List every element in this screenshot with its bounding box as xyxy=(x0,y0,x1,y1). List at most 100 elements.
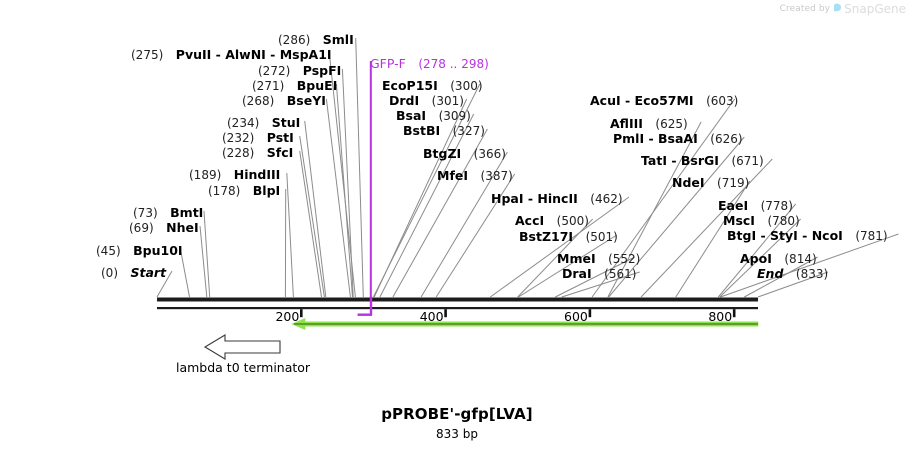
site-enzyme-names: BtgZI xyxy=(423,146,461,161)
site-enzyme-names: MfeI xyxy=(437,168,468,183)
enzyme-name: BlpI xyxy=(252,183,281,198)
restriction-site-label: BsaI (309) xyxy=(396,108,471,123)
enzyme-name: HpaI xyxy=(491,191,524,206)
restriction-site-label: (268) BseYI xyxy=(242,94,326,108)
restriction-site-label: AflIII (625) xyxy=(610,117,688,131)
name-separator: - xyxy=(644,131,659,146)
site-position: (500) xyxy=(556,214,589,228)
restriction-site-label: TatI - BsrGI (671) xyxy=(641,153,764,168)
site-enzyme-names: BtgI - StyI - NcoI xyxy=(727,228,843,243)
site-enzyme-names: MscI xyxy=(723,213,755,228)
name-separator: - xyxy=(797,228,812,243)
axis-tick-label: 400 xyxy=(419,309,444,324)
restriction-site-label: PmlI - BsaAI (626) xyxy=(613,131,743,146)
gfp-f-primer-riser xyxy=(369,296,373,315)
site-position: (0) xyxy=(101,266,118,280)
restriction-site-label: (271) BpuEI xyxy=(252,78,338,93)
axis-tick xyxy=(588,309,592,318)
site-position: (366) xyxy=(473,147,506,161)
title-block: pPROBE'-gfp[LVA] 833 bp xyxy=(0,405,914,441)
restriction-site-label: (69) NheI xyxy=(129,221,199,235)
enzyme-name: EcoP15I xyxy=(382,78,438,93)
site-position: (234) xyxy=(227,116,260,130)
leader-line xyxy=(341,68,354,298)
enzyme-name: DraI xyxy=(562,266,592,281)
enzyme-name: Eco57MI xyxy=(634,93,694,108)
restriction-site-label: BtgZI (366) xyxy=(423,146,506,161)
enzyme-name: NcoI xyxy=(811,228,843,243)
site-position: (814) xyxy=(784,252,817,266)
enzyme-name: SmlI xyxy=(322,32,354,47)
site-enzyme-names: PstI xyxy=(267,130,294,145)
leader-line xyxy=(203,210,211,298)
enzyme-name: DrdI xyxy=(389,93,420,108)
snapgene-watermark: Created by SnapGene xyxy=(780,2,906,16)
enzyme-name: EaeI xyxy=(718,198,749,213)
watermark-created-by: Created by xyxy=(779,4,831,14)
restriction-site-label: BstBI (327) xyxy=(403,124,485,138)
site-enzyme-names: HindIII xyxy=(234,167,281,182)
site-position: (228) xyxy=(222,146,255,160)
gfp-f-leader xyxy=(369,61,372,298)
restriction-site-label: BtgI - StyI - NcoI (781) xyxy=(727,228,888,243)
name-separator: - xyxy=(265,47,280,62)
site-position: (232) xyxy=(222,131,255,145)
site-enzyme-names: AcuI - Eco57MI xyxy=(590,93,694,108)
enzyme-name: PvuII xyxy=(175,47,212,62)
site-enzyme-names: BpuEI xyxy=(297,78,338,93)
enzyme-name: BsaI xyxy=(396,108,427,123)
enzyme-name: PspFI xyxy=(302,63,342,78)
site-enzyme-names: SfcI xyxy=(267,145,294,160)
site-enzyme-names: HpaI - HincII xyxy=(491,191,578,206)
restriction-site-label: (234) StuI xyxy=(227,115,301,130)
site-enzyme-names: PvuII - AlwNI - MspA1I xyxy=(176,47,332,62)
enzyme-name: TatI xyxy=(641,153,667,168)
enzyme-name: StyI xyxy=(770,228,798,243)
name-separator: - xyxy=(756,228,771,243)
site-position: (69) xyxy=(129,221,154,235)
site-enzyme-names: StuI xyxy=(272,115,301,130)
site-position: (719) xyxy=(717,176,750,190)
restriction-site-label: MfeI (387) xyxy=(437,168,513,183)
site-enzyme-names: EcoP15I xyxy=(382,78,438,93)
enzyme-name: Start xyxy=(130,265,167,280)
leader-line xyxy=(299,135,325,298)
enzyme-name: NdeI xyxy=(672,175,705,190)
enzyme-name: AccI xyxy=(515,213,545,228)
site-position: (45) xyxy=(96,244,121,258)
site-enzyme-names: NdeI xyxy=(672,175,705,190)
site-enzyme-names: AccI xyxy=(515,213,544,228)
feature-range: (278 .. 298) xyxy=(418,57,489,71)
site-enzyme-names: BsaI xyxy=(396,108,426,123)
site-position: (178) xyxy=(208,184,241,198)
axis-tick-label: 600 xyxy=(564,309,588,324)
site-enzyme-names: ApoI xyxy=(740,251,772,266)
restriction-site-label: (228) SfcI xyxy=(222,145,294,160)
ruler-bar xyxy=(157,297,758,302)
site-position: (552) xyxy=(608,252,641,266)
site-position: (833) xyxy=(795,267,829,281)
restriction-site-label: HpaI - HincII (462) xyxy=(491,191,623,206)
enzyme-name: HincII xyxy=(537,191,578,206)
site-enzyme-names: PspFI xyxy=(303,63,342,78)
enzyme-name: MmeI xyxy=(557,251,596,266)
enzyme-name: SfcI xyxy=(266,145,294,160)
restriction-site-label: (232) PstI xyxy=(222,130,294,145)
site-enzyme-names: End xyxy=(757,266,783,281)
site-position: (501) xyxy=(585,230,618,244)
enzyme-name: BmtI xyxy=(170,205,204,220)
plasmid-size: 833 bp xyxy=(436,427,478,441)
restriction-site-label: EaeI (778) xyxy=(718,198,793,213)
enzyme-name: StuI xyxy=(271,115,301,130)
leader-line xyxy=(335,83,353,298)
leader-line xyxy=(286,172,294,298)
site-enzyme-names: Bpu10I xyxy=(133,243,182,258)
site-position: (301) xyxy=(431,94,464,108)
enzyme-name: BsrGI xyxy=(680,153,719,168)
site-position: (387) xyxy=(480,169,513,183)
leader-line xyxy=(325,98,351,298)
site-position: (780) xyxy=(767,214,800,228)
enzyme-name: HindIII xyxy=(233,167,281,182)
site-enzyme-names: MmeI xyxy=(557,251,596,266)
